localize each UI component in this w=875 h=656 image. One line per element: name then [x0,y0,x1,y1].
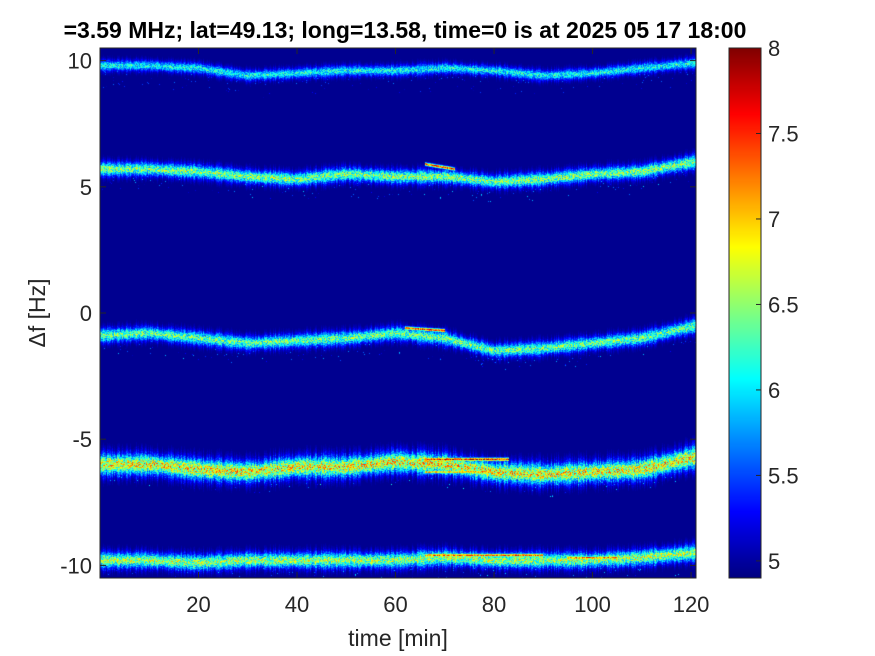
x-axis: 20 40 60 80 100 120 [186,48,709,617]
y-axis-label: Δf [Hz] [24,278,50,347]
x-tick-label: 40 [285,592,309,617]
colorbar-tick-label: 5 [768,549,780,574]
y-tick-label: 5 [80,175,92,200]
y-tick-label: 0 [80,301,92,326]
colorbar-frame [728,47,762,579]
x-tick-label: 100 [574,592,611,617]
colorbar-tick-label: 6 [768,378,780,403]
chart-title: =3.59 MHz; lat=49.13; long=13.58, time=0… [64,17,747,43]
y-axis: 10 5 0 -5 -10 [60,49,696,578]
x-tick-label: 80 [482,592,506,617]
colorbar: 5 5.5 6 6.5 7 7.5 8 [728,36,799,579]
colorbar-tick-label: 5.5 [768,463,799,488]
colorbar-tick-label: 7.5 [768,121,799,146]
x-tick-label: 60 [383,592,407,617]
x-tick-label: 20 [186,592,210,617]
y-tick-label: -5 [72,427,92,452]
y-tick-label: 10 [68,49,92,74]
colorbar-gradient [729,48,761,578]
heatmap [100,48,696,578]
plot-area [99,47,697,579]
x-tick-label: 120 [673,592,710,617]
y-tick-label: -10 [60,553,92,578]
colorbar-tick-label: 7 [768,207,780,232]
colorbar-tick-label: 8 [768,36,780,61]
x-axis-label: time [min] [348,625,448,651]
colorbar-tick-label: 6.5 [768,292,799,317]
colorbar-ticks: 5 5.5 6 6.5 7 7.5 8 [756,36,799,574]
